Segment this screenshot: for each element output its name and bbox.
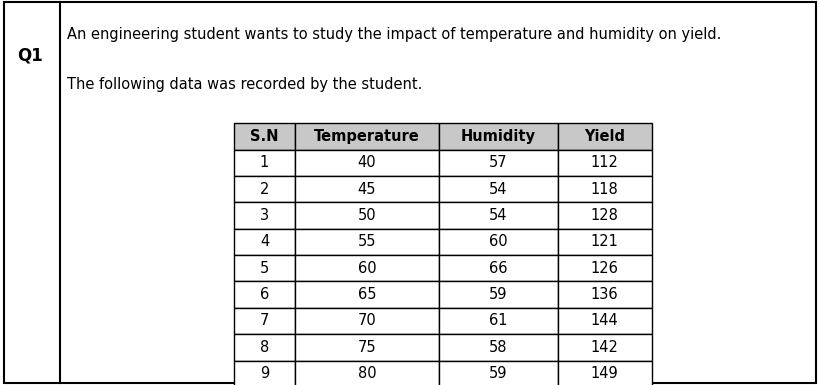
Bar — [557, 308, 651, 334]
Bar — [295, 334, 438, 360]
Bar — [295, 149, 438, 176]
Bar — [295, 203, 438, 229]
Bar — [295, 123, 438, 149]
Bar — [438, 203, 557, 229]
Text: 2: 2 — [260, 182, 269, 197]
Text: 59: 59 — [488, 366, 507, 381]
Text: Temperature: Temperature — [314, 129, 419, 144]
Bar — [557, 360, 651, 385]
Bar — [233, 123, 295, 149]
Text: 6: 6 — [260, 287, 269, 302]
Bar — [557, 229, 651, 255]
Bar — [438, 360, 557, 385]
Text: 142: 142 — [590, 340, 618, 355]
Bar — [557, 203, 651, 229]
Text: 75: 75 — [357, 340, 376, 355]
Text: 60: 60 — [488, 234, 507, 249]
Bar — [295, 308, 438, 334]
Text: 144: 144 — [590, 313, 618, 328]
Bar — [438, 123, 557, 149]
Bar — [233, 229, 295, 255]
Bar — [233, 255, 295, 281]
Text: 126: 126 — [590, 261, 618, 276]
Text: Humidity: Humidity — [460, 129, 535, 144]
Bar — [233, 334, 295, 360]
Text: An engineering student wants to study the impact of temperature and humidity on : An engineering student wants to study th… — [67, 27, 721, 42]
Text: 59: 59 — [488, 287, 507, 302]
Text: 60: 60 — [357, 261, 376, 276]
Bar — [557, 255, 651, 281]
Text: 9: 9 — [260, 366, 269, 381]
Bar — [295, 176, 438, 203]
Text: 1: 1 — [260, 155, 269, 170]
Bar — [233, 176, 295, 203]
Text: Q1: Q1 — [16, 46, 43, 64]
Bar — [438, 281, 557, 308]
Bar — [438, 308, 557, 334]
Text: 50: 50 — [357, 208, 376, 223]
Text: 45: 45 — [357, 182, 376, 197]
Text: 8: 8 — [260, 340, 269, 355]
Bar — [295, 229, 438, 255]
Text: 40: 40 — [357, 155, 376, 170]
Bar — [295, 360, 438, 385]
Text: 136: 136 — [590, 287, 618, 302]
Text: 80: 80 — [357, 366, 376, 381]
Text: S.N: S.N — [250, 129, 278, 144]
Text: 57: 57 — [488, 155, 507, 170]
Text: 61: 61 — [488, 313, 507, 328]
Text: 58: 58 — [488, 340, 507, 355]
Bar — [557, 149, 651, 176]
Text: 3: 3 — [260, 208, 269, 223]
Bar — [295, 281, 438, 308]
Text: 118: 118 — [590, 182, 618, 197]
Text: 4: 4 — [260, 234, 269, 249]
Bar — [438, 149, 557, 176]
Bar — [438, 334, 557, 360]
Bar — [295, 255, 438, 281]
Text: Yield: Yield — [583, 129, 624, 144]
Bar — [233, 203, 295, 229]
Bar — [438, 176, 557, 203]
Text: 54: 54 — [488, 208, 507, 223]
Text: 5: 5 — [260, 261, 269, 276]
Bar — [557, 123, 651, 149]
Text: 54: 54 — [488, 182, 507, 197]
Text: 112: 112 — [590, 155, 618, 170]
Text: 128: 128 — [590, 208, 618, 223]
Bar — [233, 360, 295, 385]
Text: 121: 121 — [590, 234, 618, 249]
Bar — [438, 255, 557, 281]
Text: 7: 7 — [260, 313, 269, 328]
Bar — [438, 229, 557, 255]
Bar — [557, 281, 651, 308]
Text: 66: 66 — [488, 261, 507, 276]
Text: 70: 70 — [357, 313, 376, 328]
Bar — [233, 149, 295, 176]
Text: 55: 55 — [357, 234, 376, 249]
Bar — [233, 308, 295, 334]
Text: 65: 65 — [357, 287, 376, 302]
Bar — [233, 281, 295, 308]
Bar — [557, 334, 651, 360]
Text: 149: 149 — [590, 366, 618, 381]
Bar — [557, 176, 651, 203]
Text: The following data was recorded by the student.: The following data was recorded by the s… — [67, 77, 422, 92]
